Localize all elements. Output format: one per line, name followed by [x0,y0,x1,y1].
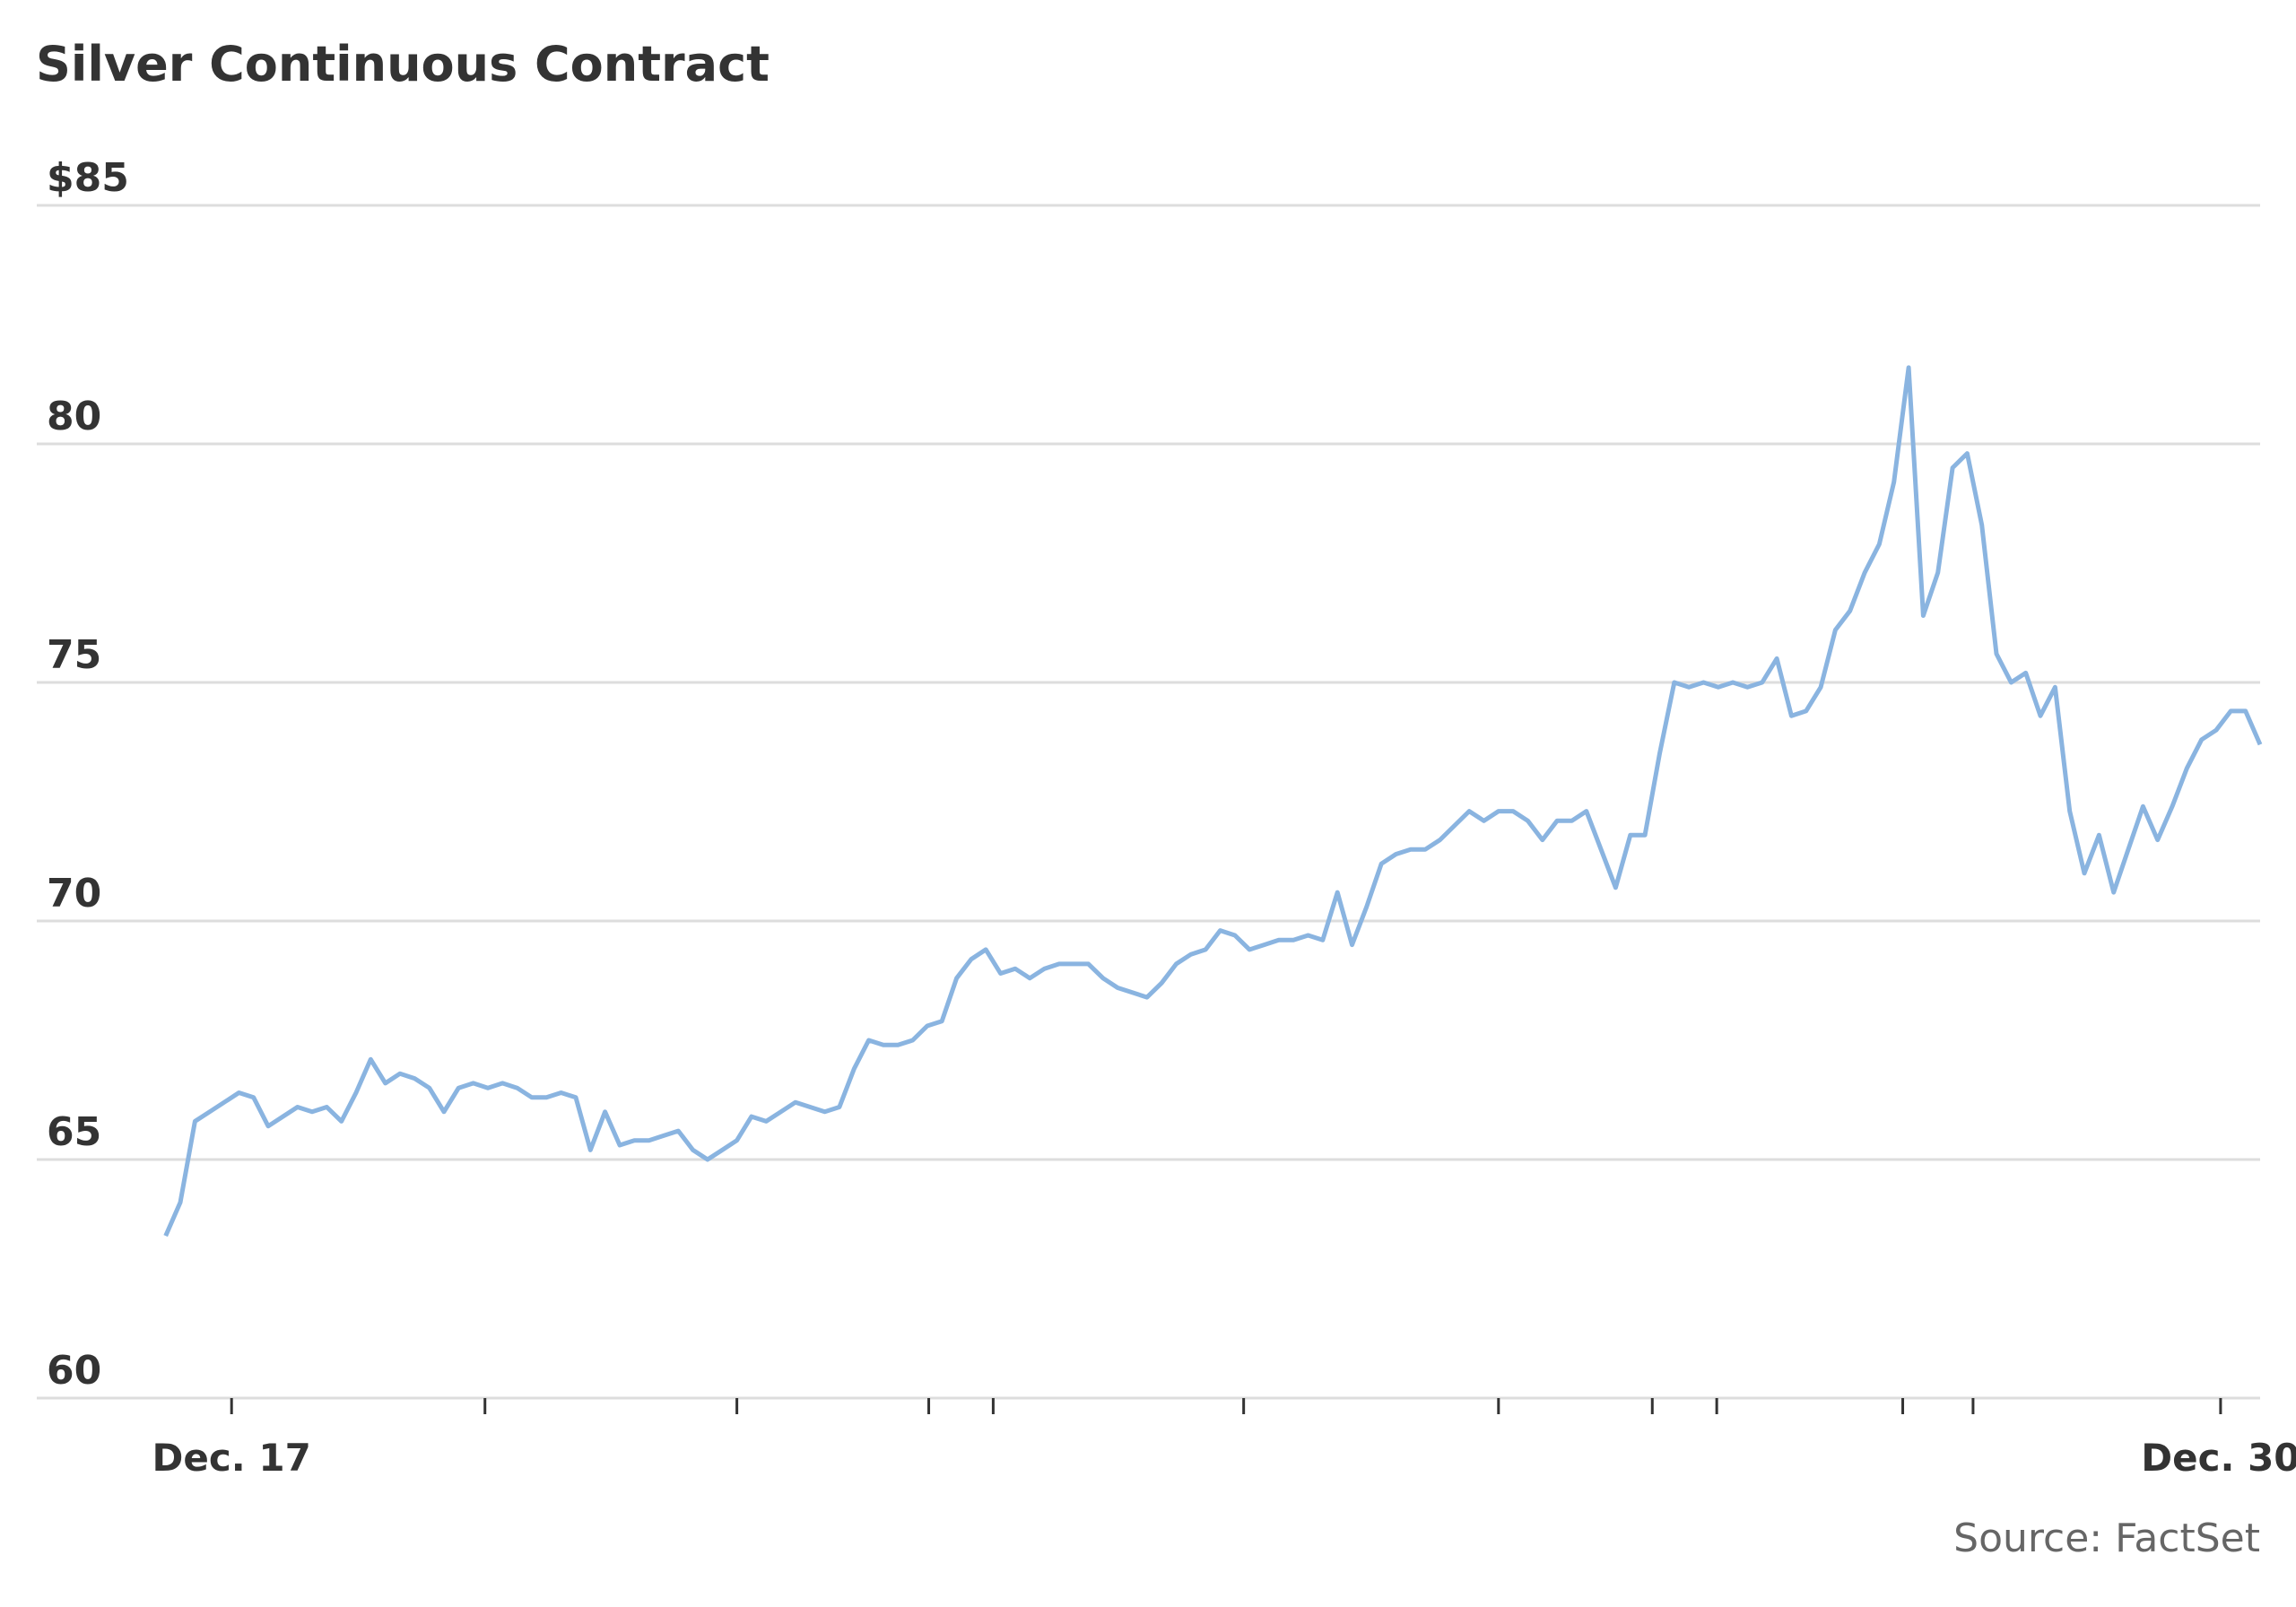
y-tick-label: 80 [47,394,101,439]
x-tick-label: Dec. 17 [152,1436,311,1480]
y-tick-label: $85 [47,155,129,201]
chart-title: Silver Continuous Contract [36,36,770,92]
x-tick-label: Dec. 30 [2141,1436,2296,1480]
price-line [163,365,2263,1238]
source: Source: FactSet [1953,1516,2260,1561]
y-tick-label: 60 [47,1348,101,1394]
y-tick-label: 75 [47,632,101,678]
y-tick-label: 65 [47,1109,101,1155]
y-tick-label: 70 [47,871,101,916]
